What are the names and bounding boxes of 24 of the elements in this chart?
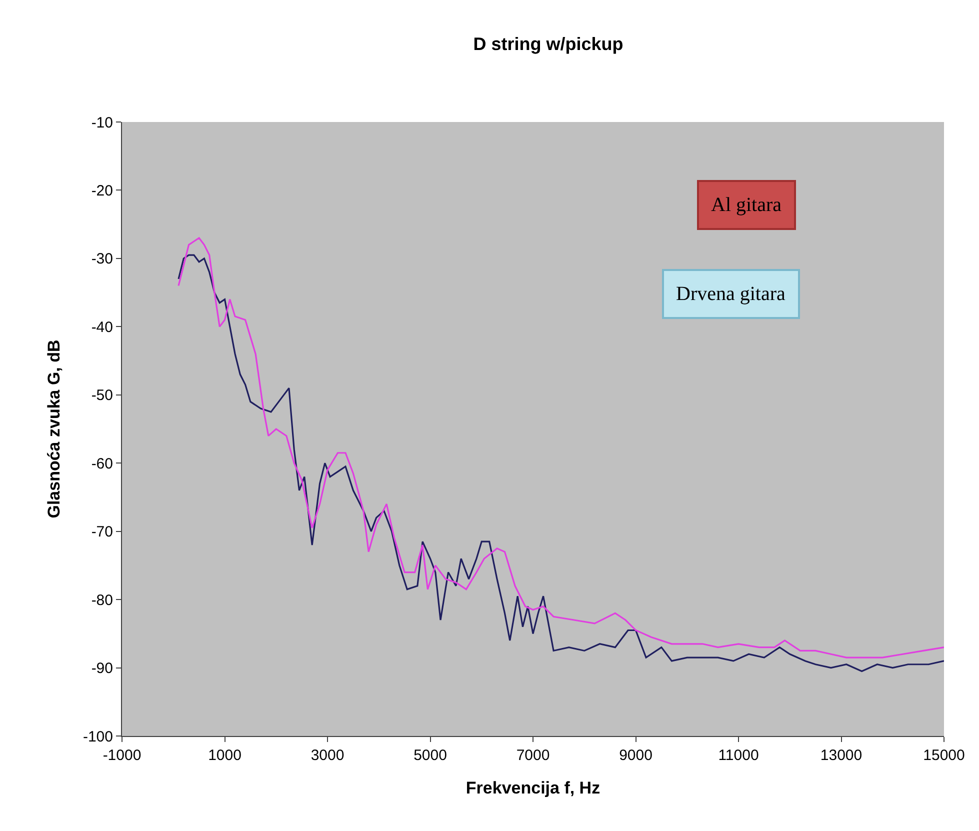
x-tick-label: 9000	[619, 747, 652, 764]
y-tick-label: -90	[91, 660, 113, 678]
x-tick-label: 1000	[208, 747, 242, 764]
annotation: Al gitara	[711, 194, 782, 216]
x-tick-label: 13000	[820, 747, 862, 764]
x-tick-label: 5000	[414, 747, 447, 764]
y-tick-label: -20	[91, 182, 113, 200]
y-tick-label: -80	[91, 592, 113, 609]
annotation: Drvena gitara	[676, 283, 786, 305]
y-tick-label: -50	[91, 387, 113, 404]
x-tick-label: 11000	[718, 747, 759, 764]
y-tick-label: -40	[91, 318, 113, 336]
x-tick-label: 15000	[923, 747, 965, 764]
y-tick-label: -60	[91, 455, 113, 472]
y-tick-label: -10	[91, 114, 113, 132]
x-tick-label: 3000	[310, 747, 344, 764]
y-tick-label: -70	[91, 524, 113, 541]
x-tick-label: 7000	[516, 747, 550, 764]
chart-title: D string w/pickup	[473, 34, 624, 54]
x-tick-label: -1000	[102, 747, 142, 764]
y-tick-label: -30	[91, 250, 113, 268]
y-axis-title: Glasnoća zvuka G, dB	[44, 340, 64, 518]
x-axis-title: Frekvencija f, Hz	[466, 778, 600, 798]
y-tick-label: -100	[82, 728, 113, 746]
